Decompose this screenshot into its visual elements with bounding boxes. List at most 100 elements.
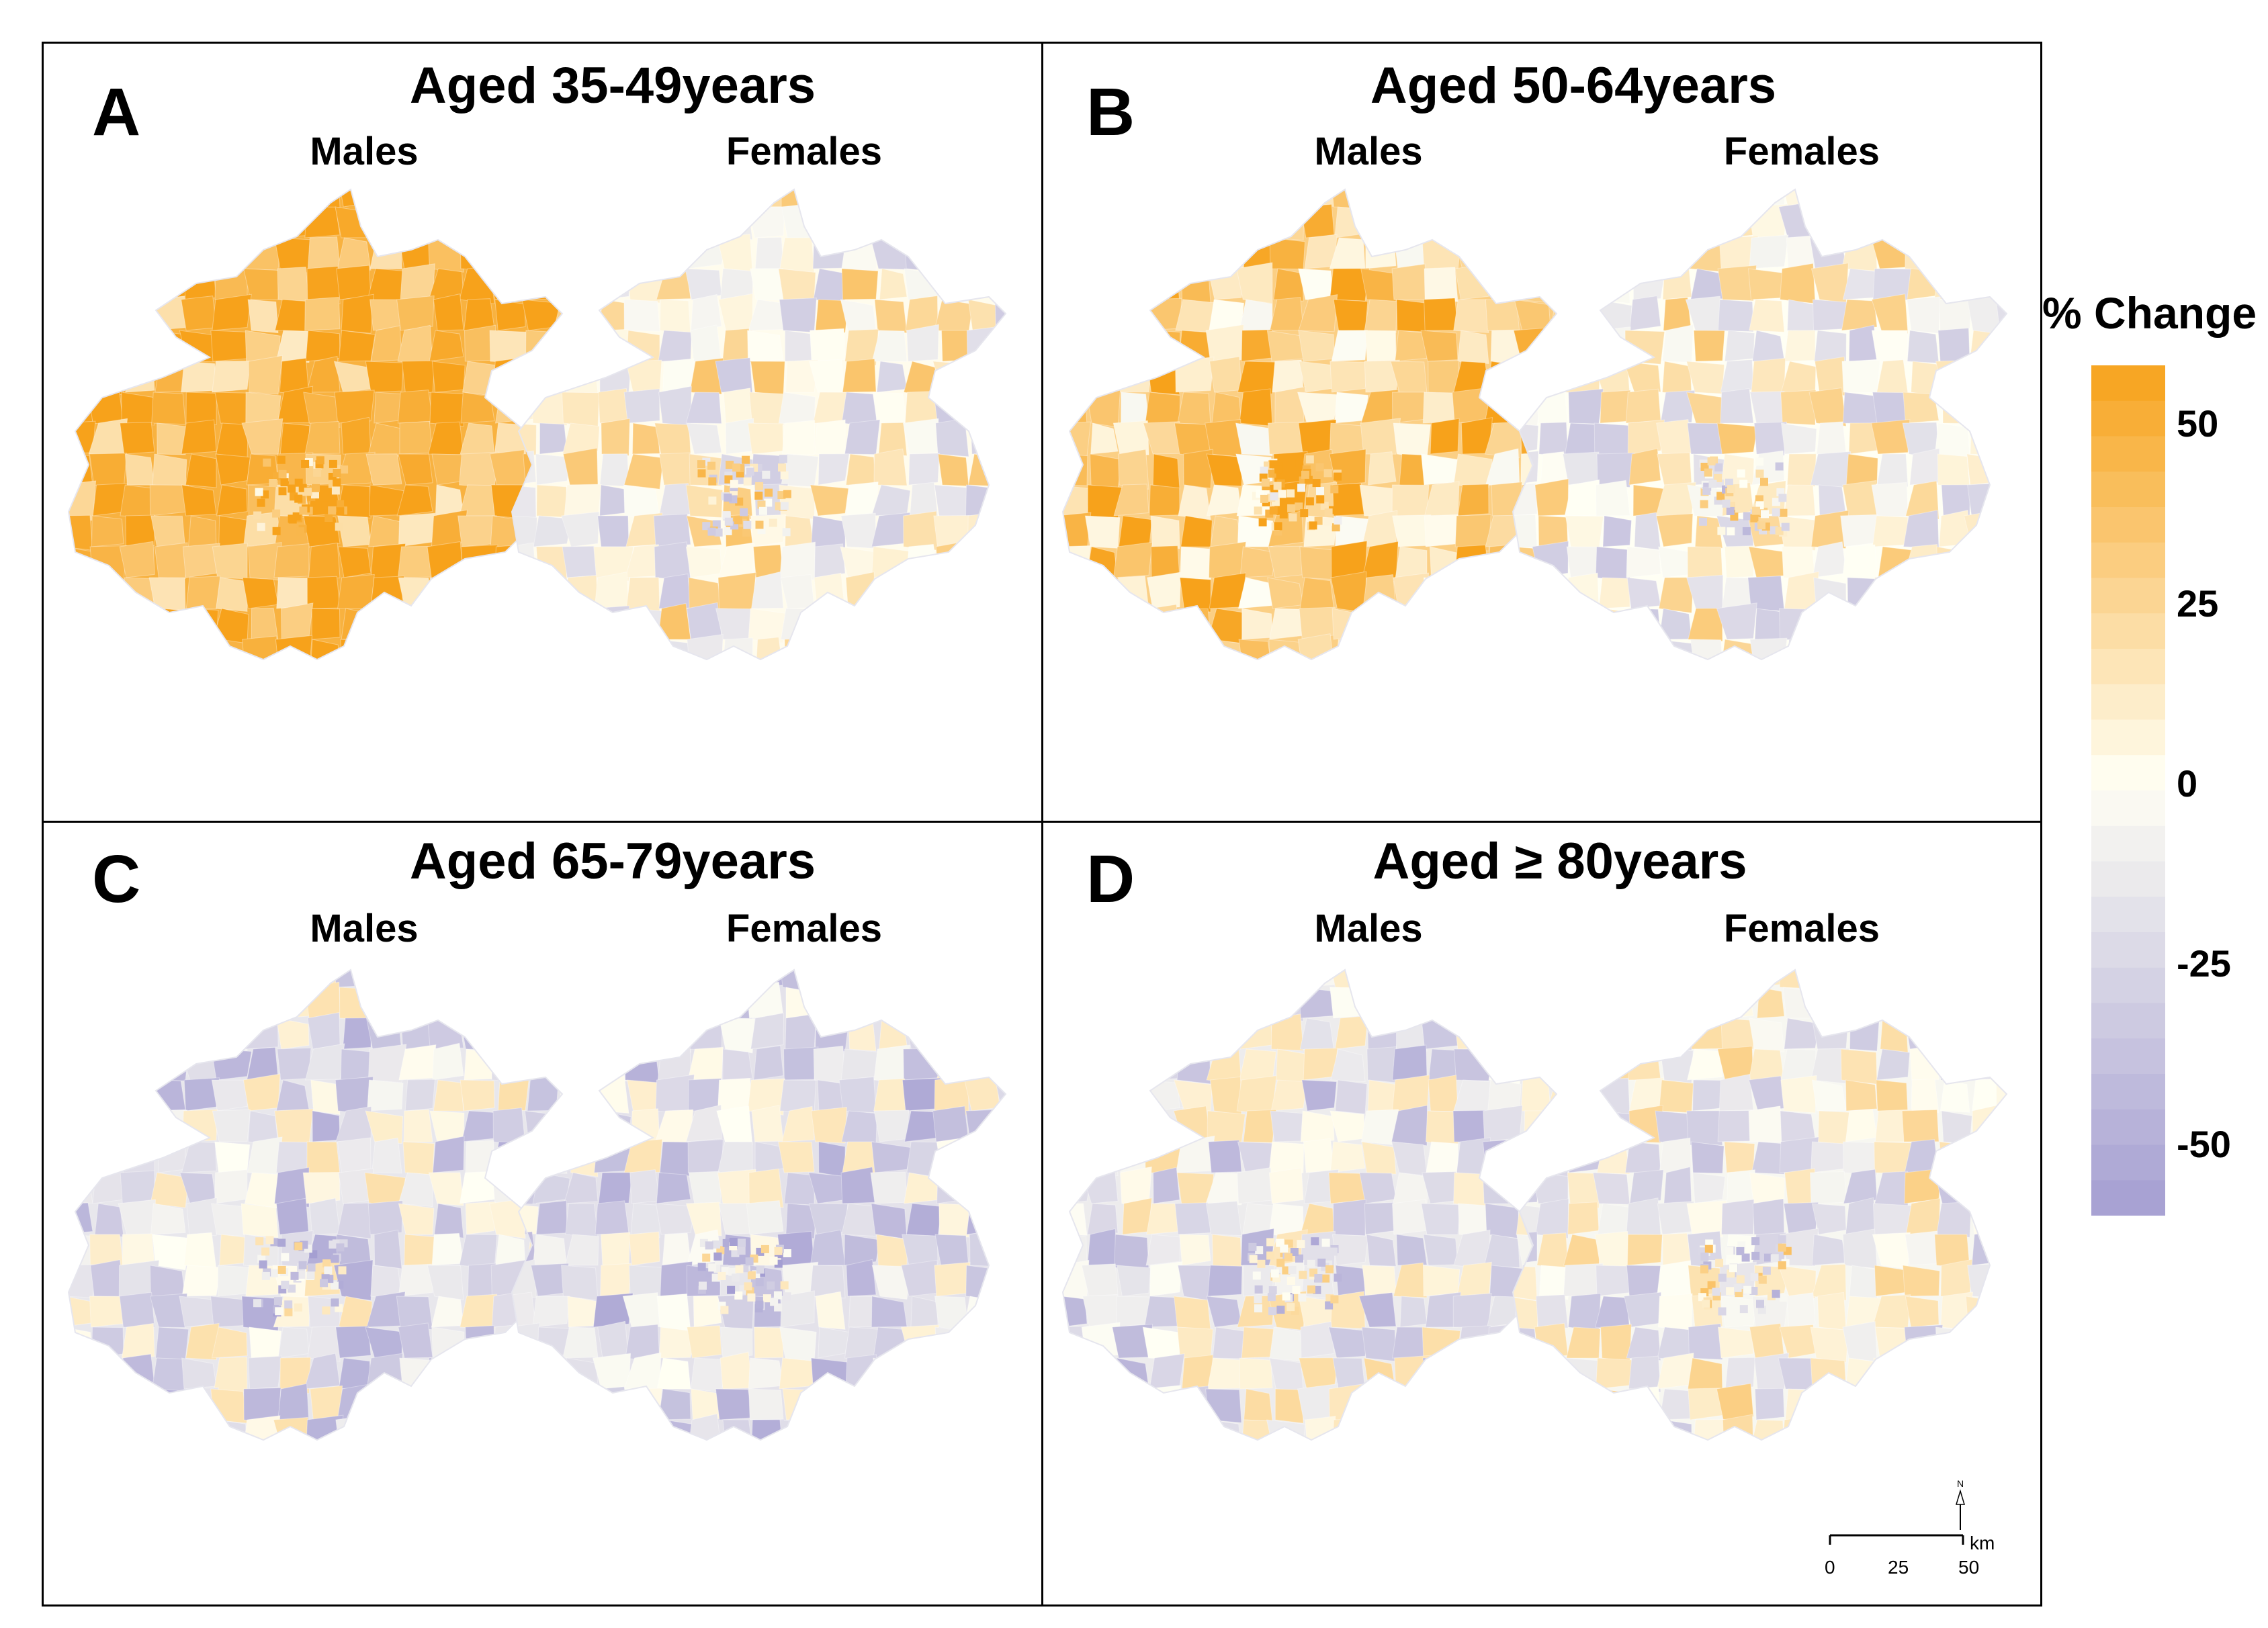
- district-region: [1362, 189, 1397, 208]
- district-region: [1594, 1451, 1633, 1486]
- district-region: [570, 639, 601, 660]
- females-map[interactable]: [1506, 956, 2008, 1494]
- district-region: [119, 330, 155, 365]
- district-region: [934, 1326, 971, 1359]
- district-region: [1423, 577, 1459, 613]
- district-region: [1693, 330, 1725, 362]
- district-region: [658, 1388, 691, 1420]
- urban-district-region: [1299, 1271, 1307, 1279]
- district-region: [1457, 1325, 1491, 1361]
- legend-title: % Change: [2042, 288, 2257, 338]
- females-map[interactable]: [1506, 176, 2008, 713]
- district-region: [1513, 1357, 1538, 1390]
- district-region: [1364, 299, 1397, 333]
- males-map[interactable]: [62, 176, 564, 713]
- district-region: [275, 330, 314, 363]
- district-region: [1147, 986, 1184, 1019]
- urban-district-region: [1254, 506, 1262, 515]
- district-region: [656, 263, 691, 300]
- district-region: [512, 1259, 537, 1298]
- panel-a: A Aged 35-49years Males Females: [42, 42, 1041, 821]
- district-region: [120, 1104, 155, 1142]
- males-map[interactable]: [62, 956, 564, 1494]
- district-region: [1717, 1326, 1754, 1359]
- district-region: [124, 202, 155, 238]
- district-region: [124, 453, 155, 486]
- district-region: [781, 1105, 815, 1142]
- district-region: [1970, 1138, 2005, 1173]
- district-region: [1303, 1138, 1335, 1173]
- district-region: [933, 234, 969, 271]
- district-region: [873, 1078, 908, 1115]
- district-region: [149, 1293, 188, 1328]
- district-region: [1565, 1386, 1600, 1420]
- urban-district-region: [724, 493, 732, 502]
- district-region: [248, 1355, 283, 1390]
- district-region: [1298, 293, 1338, 332]
- district-region: [658, 602, 691, 640]
- district-region: [457, 1419, 497, 1440]
- district-region: [599, 237, 629, 270]
- district-region: [1780, 390, 1817, 426]
- urban-district-region: [720, 1306, 729, 1314]
- district-region: [1063, 1356, 1090, 1393]
- males-map[interactable]: [1056, 176, 1558, 713]
- urban-district-region: [730, 480, 738, 488]
- urban-district-region: [758, 506, 767, 515]
- district-region: [1848, 422, 1879, 455]
- district-region: [464, 970, 498, 988]
- district-region: [964, 1167, 1000, 1204]
- district-region: [1423, 1234, 1458, 1266]
- district-region: [815, 1291, 846, 1330]
- district-region: [1624, 1292, 1662, 1328]
- district-region: [1596, 1141, 1630, 1175]
- district-region: [1629, 970, 1661, 989]
- district-region: [1937, 453, 1970, 487]
- district-region: [341, 416, 372, 455]
- district-region: [1811, 1263, 1847, 1301]
- district-region: [1063, 1388, 1088, 1422]
- district-region: [814, 1388, 850, 1422]
- urban-district-region: [329, 498, 337, 506]
- district-region: [274, 1167, 310, 1208]
- district-region: [1364, 1446, 1396, 1482]
- district-region: [658, 386, 692, 426]
- urban-district-region: [269, 479, 277, 487]
- district-region: [562, 545, 599, 578]
- district-region: [933, 514, 970, 547]
- district-region: [876, 361, 908, 393]
- females-map[interactable]: [505, 176, 1007, 713]
- district-region: [844, 189, 879, 210]
- males-map[interactable]: [1056, 956, 1558, 1494]
- district-region: [1907, 1388, 1944, 1420]
- district-region: [719, 1326, 753, 1359]
- district-region: [1144, 298, 1182, 331]
- urban-district-region: [1276, 1306, 1285, 1314]
- urban-district-region: [783, 1292, 791, 1301]
- district-region: [1595, 546, 1631, 582]
- district-region: [1329, 1141, 1366, 1173]
- district-region: [1358, 206, 1397, 242]
- females-map[interactable]: [505, 956, 1007, 1494]
- district-region: [690, 983, 722, 1019]
- urban-district-region: [769, 1257, 778, 1265]
- urban-district-region: [1300, 509, 1309, 518]
- urban-district-region: [697, 469, 706, 478]
- district-region: [1660, 390, 1696, 424]
- scale-tick-label: 0: [1825, 1557, 1835, 1578]
- district-region: [69, 1264, 96, 1298]
- urban-district-region: [743, 477, 752, 486]
- district-region: [879, 1451, 910, 1482]
- urban-district-region: [1252, 1271, 1261, 1280]
- district-region: [402, 189, 437, 208]
- district-region: [871, 330, 908, 362]
- district-region: [628, 1231, 660, 1266]
- district-region: [1300, 204, 1335, 238]
- district-region: [653, 513, 691, 547]
- district-region: [214, 268, 248, 300]
- district-region: [149, 236, 186, 269]
- district-region: [1878, 604, 1912, 640]
- district-region: [2000, 638, 2007, 660]
- urban-district-region: [1778, 494, 1787, 502]
- district-region: [122, 1233, 155, 1266]
